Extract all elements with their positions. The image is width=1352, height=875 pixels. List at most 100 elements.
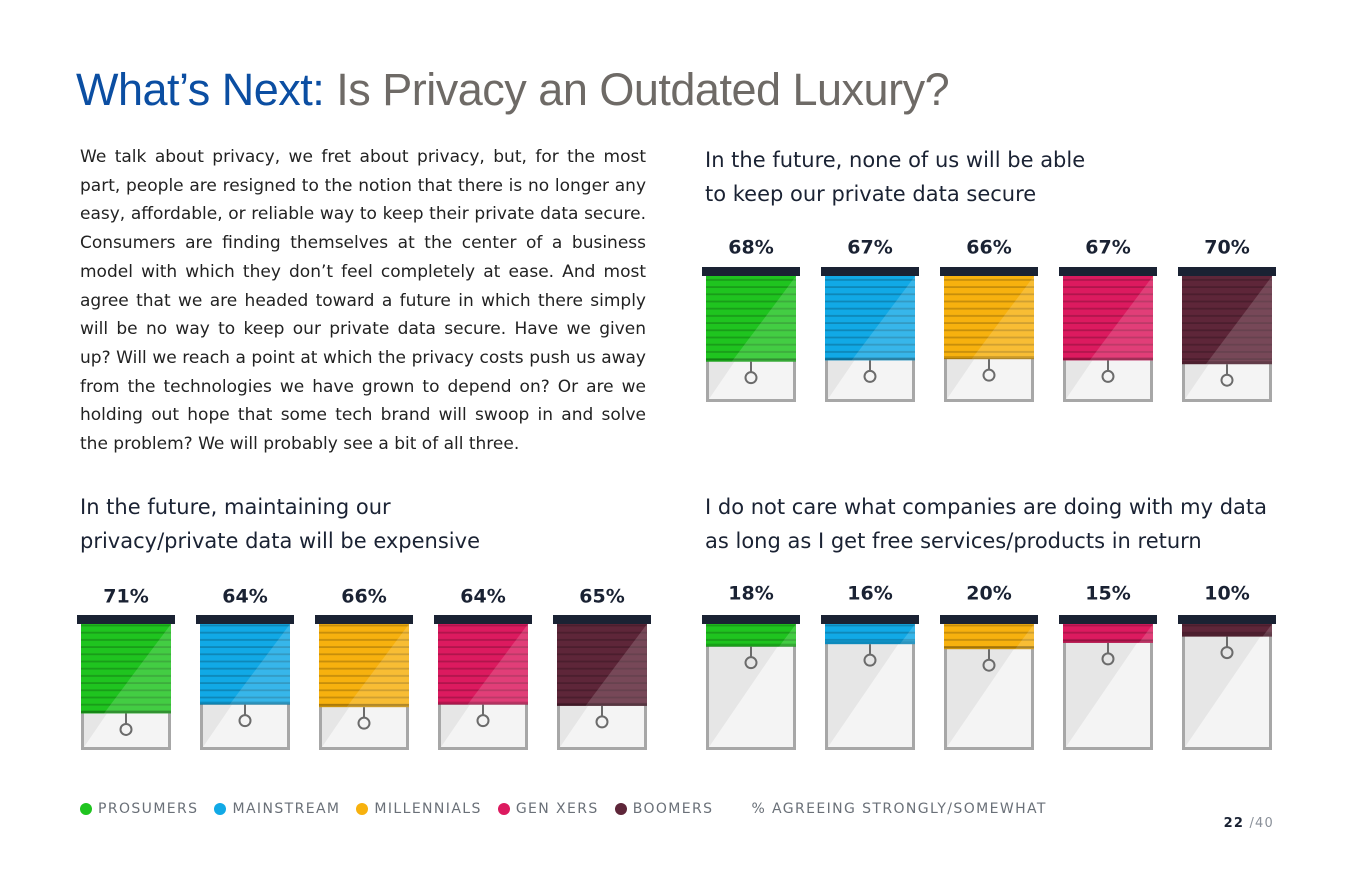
chart-2-millennials-roller-cap	[315, 615, 413, 624]
chart-2-millennials-bar-highlight	[346, 624, 409, 708]
chart-3-gen-xers-bar-highlight	[1138, 624, 1153, 643]
legend-item-prosumers: PROSUMERS	[80, 801, 198, 817]
chart-3-title-line-1: I do not care what companies are doing w…	[705, 495, 1268, 519]
chart-1-boomers-value-label: 70%	[1204, 237, 1249, 259]
chart-1-millennials-bar-bottom-rail	[944, 356, 1034, 360]
chart-3-gen-xers-roller-cap	[1059, 615, 1157, 624]
chart-3-millennials-bar-highlight	[1015, 624, 1034, 650]
chart-2-title: In the future, maintaining our privacy/p…	[80, 490, 680, 558]
chart-1-title-line-1: In the future, none of us will be able	[705, 148, 1086, 172]
chart-3-prosumers-window-glare	[709, 624, 793, 747]
chart-1-gen-xers-pull-ring	[1101, 369, 1115, 383]
chart-3-millennials-bar-stripes	[944, 624, 1034, 650]
chart-3-millennials-pull-ring	[982, 658, 996, 672]
legend-dot-mainstream	[214, 803, 227, 815]
chart-2-millennials-bar-stripes	[319, 624, 409, 708]
chart-1-gen-xers-bar-bottom-rail	[1063, 357, 1153, 361]
chart-1-boomers-roller-cap	[1178, 267, 1276, 276]
chart-2-boomers-bar-stripes	[557, 624, 647, 706]
legend-label-gen-xers: GEN XERS	[515, 801, 599, 817]
legend-label-boomers: BOOMERS	[632, 801, 714, 817]
page-current: 22	[1223, 816, 1245, 831]
chart-2-millennials-value-label: 66%	[341, 586, 386, 608]
chart-3-boomers-roller-cap	[1178, 615, 1276, 624]
chart-2-gen-xers-bar-highlight	[467, 624, 528, 705]
chart-2-prosumers-roller-cap	[77, 615, 175, 624]
chart-2-mainstream-bar-bottom-rail	[200, 701, 290, 705]
chart-3-millennials-value-label: 20%	[966, 583, 1011, 605]
chart-2-boomers-bar-highlight	[585, 624, 647, 706]
chart-3-mainstream-bar-stripes	[825, 624, 915, 645]
chart-1-gen-xers-bar-highlight	[1089, 276, 1153, 361]
chart-1-prosumers-value-label: 68%	[728, 237, 773, 259]
page-total: /40	[1249, 816, 1274, 831]
title-highlight: What’s Next:	[76, 64, 325, 115]
chart-2-prosumers-bar-stripes	[81, 624, 171, 714]
chart-1-title: In the future, none of us will be able t…	[705, 143, 1305, 211]
chart-1-millennials-bar-highlight	[971, 276, 1034, 360]
chart-3-mainstream-roller-cap	[821, 615, 919, 624]
chart-1-mainstream-pull-ring	[863, 369, 877, 383]
chart-2-boomers-pull-ring	[595, 715, 609, 729]
chart-3-boomers-bar-bottom-rail	[1182, 633, 1272, 637]
chart-1-boomers-bar-bottom-rail	[1182, 361, 1272, 365]
chart-2-prosumers-value-label: 71%	[103, 586, 148, 608]
chart-2-gen-xers-bar-bottom-rail	[438, 701, 528, 705]
chart-2-title-line-2: privacy/private data will be expensive	[80, 529, 480, 553]
chart-1-mainstream-bar-highlight	[851, 276, 915, 361]
chart-3-mainstream-bar-bottom-rail	[825, 641, 915, 645]
chart-1-millennials-roller-cap	[940, 267, 1038, 276]
legend-dot-millennials	[356, 803, 369, 815]
legend-note: % AGREEING STRONGLY/SOMEWHAT	[751, 801, 1047, 817]
chart-3-prosumers-bar-stripes	[706, 624, 796, 647]
chart-1-millennials-pull-ring	[982, 368, 996, 382]
chart-2-boomers-bar-bottom-rail	[557, 702, 647, 706]
chart-1-boomers-bar-highlight	[1205, 276, 1272, 365]
chart-2-prosumers-pull-ring	[119, 722, 133, 736]
chart-3-millennials-bar-bottom-rail	[944, 646, 1034, 650]
chart-1-mainstream-bar-bottom-rail	[825, 357, 915, 361]
chart-1-millennials-bar-stripes	[944, 276, 1034, 360]
chart-1-prosumers-bar-stripes	[706, 276, 796, 362]
chart-1-mainstream-bar-stripes	[825, 276, 915, 361]
chart-1-prosumers-roller-cap	[702, 267, 800, 276]
chart-2-gen-xers-roller-cap	[434, 615, 532, 624]
chart-2-mainstream-value-label: 64%	[222, 586, 267, 608]
chart-3-prosumers-roller-cap	[702, 615, 800, 624]
legend-item-gen-xers: GEN XERS	[497, 801, 599, 817]
chart-2-title-line-1: In the future, maintaining our	[80, 495, 391, 519]
chart-3-gen-xers-value-label: 15%	[1085, 583, 1130, 605]
legend-item-mainstream: MAINSTREAM	[214, 801, 340, 817]
chart-1-prosumers-bar-highlight	[731, 276, 796, 362]
legend-item-boomers: BOOMERS	[614, 801, 714, 817]
chart-2-gen-xers-value-label: 64%	[460, 586, 505, 608]
legend-dot-prosumers	[80, 803, 92, 815]
chart-2-gen-xers-bar-stripes	[438, 624, 528, 705]
legend-label-prosumers: PROSUMERS	[98, 801, 199, 817]
chart-2-millennials-pull-ring	[357, 716, 371, 730]
legend-dot-boomers	[614, 803, 627, 815]
legend-label-mainstream: MAINSTREAM	[232, 801, 341, 817]
chart-3-prosumers-bar-highlight	[778, 624, 796, 647]
chart-3-millennials-window-glare	[947, 624, 1031, 747]
chart-2-prosumers-bar-highlight	[103, 624, 171, 714]
chart-2-mainstream-bar-highlight	[229, 624, 290, 705]
chart-1-gen-xers-bar-stripes	[1063, 276, 1153, 361]
chart-3-title-line-2: as long as I get free services/products …	[705, 529, 1202, 553]
chart-3-mainstream-pull-ring	[863, 653, 877, 667]
chart-3-gen-xers-bar-bottom-rail	[1063, 639, 1153, 643]
chart-3-gen-xers-window-glare	[1066, 624, 1150, 747]
intro-paragraph: We talk about privacy, we fret about pri…	[80, 147, 646, 455]
legend-label-millennials: MILLENNIALS	[374, 801, 482, 817]
legend-item-millennials: MILLENNIALS	[356, 801, 481, 817]
chart-2-prosumers-bar-bottom-rail	[81, 710, 171, 714]
chart-3-prosumers-bar-bottom-rail	[706, 643, 796, 647]
chart-1-gen-xers-roller-cap	[1059, 267, 1157, 276]
chart-2-gen-xers-pull-ring	[476, 714, 490, 728]
chart-1-gen-xers-value-label: 67%	[1085, 237, 1130, 259]
chart-3-boomers-pull-ring	[1220, 646, 1234, 660]
chart-3-title: I do not care what companies are doing w…	[705, 490, 1305, 558]
chart-3-prosumers-pull-ring	[744, 656, 758, 670]
chart-3-boomers-value-label: 10%	[1204, 583, 1249, 605]
